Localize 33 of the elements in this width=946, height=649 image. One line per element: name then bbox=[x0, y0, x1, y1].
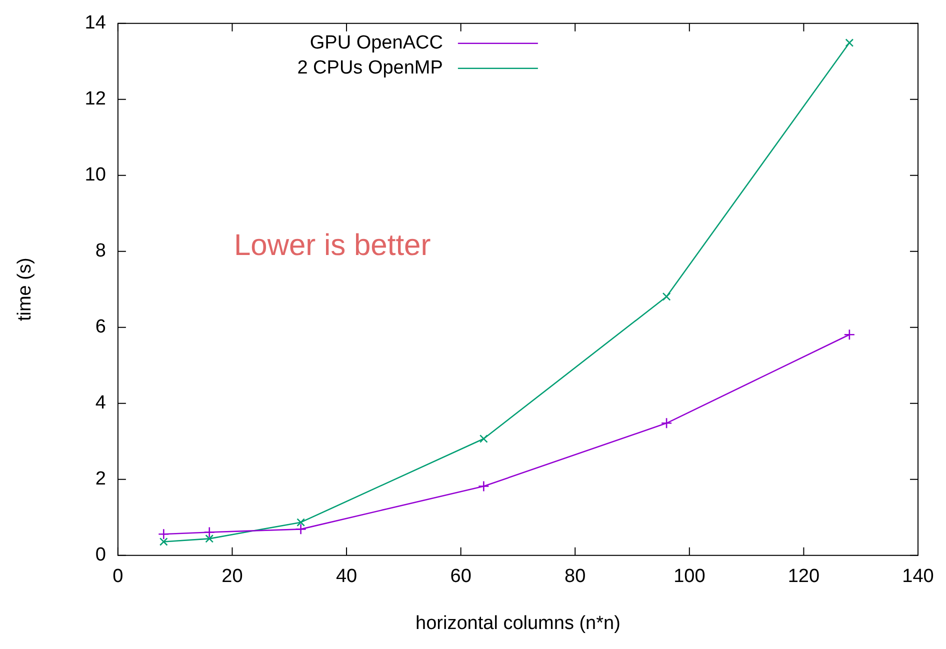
point bbox=[844, 328, 856, 340]
y-tick-label: 12 bbox=[84, 88, 106, 110]
x-tick-label: 40 bbox=[336, 566, 358, 588]
point bbox=[296, 518, 305, 527]
point bbox=[660, 418, 672, 429]
y-tick-label: 8 bbox=[95, 240, 106, 262]
x-tick-label: 60 bbox=[450, 566, 472, 588]
annotation: Lower is better bbox=[234, 229, 431, 262]
x-tick-label: 0 bbox=[112, 566, 124, 588]
point bbox=[204, 526, 216, 538]
point bbox=[158, 528, 170, 540]
x-tick-label: 120 bbox=[788, 566, 820, 588]
x-tick-label: 100 bbox=[674, 566, 706, 588]
point bbox=[845, 38, 854, 47]
y-tick-label: 2 bbox=[95, 468, 106, 490]
y-axis-title: time (s) bbox=[14, 258, 36, 322]
point bbox=[295, 524, 306, 535]
legend-label: GPU OpenACC bbox=[310, 32, 443, 54]
x-axis-title: horizontal columns (n*n) bbox=[416, 612, 620, 634]
y-tick-label: 4 bbox=[95, 392, 106, 414]
y-tick-label: 6 bbox=[95, 316, 106, 338]
x-tick-label: 140 bbox=[902, 566, 934, 588]
point bbox=[159, 538, 168, 546]
y-tick-label: 14 bbox=[84, 12, 106, 34]
point bbox=[662, 292, 671, 301]
x-tick-label: 20 bbox=[222, 566, 243, 588]
point bbox=[479, 434, 488, 443]
x-tick-label: 80 bbox=[564, 566, 586, 588]
y-tick-label: 0 bbox=[95, 544, 106, 566]
point bbox=[205, 534, 214, 543]
y-tick-label: 10 bbox=[84, 164, 106, 186]
legend-label: 2 CPUs OpenMP bbox=[297, 58, 443, 79]
point bbox=[478, 480, 490, 492]
